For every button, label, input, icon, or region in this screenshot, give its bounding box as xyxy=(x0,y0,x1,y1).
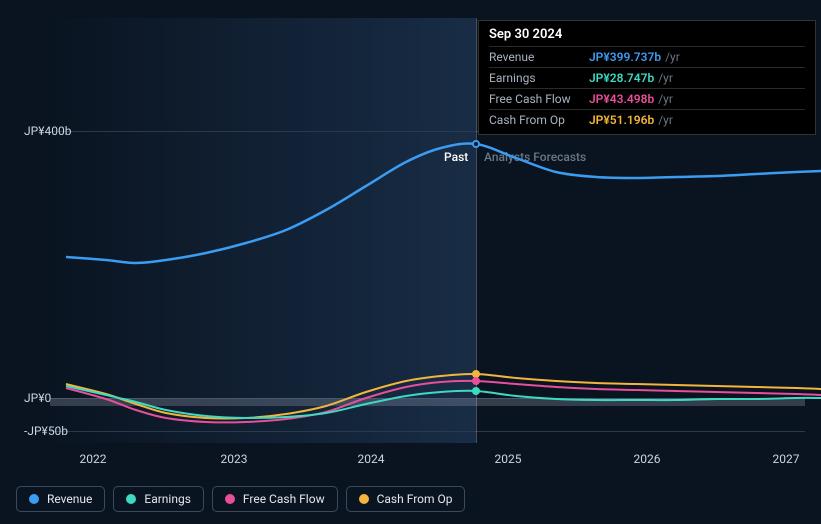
earnings-revenue-chart: JP¥400bJP¥0-JP¥50b 202220232024202520262… xyxy=(16,0,805,480)
legend-item-revenue[interactable]: Revenue xyxy=(16,486,105,512)
legend-swatch xyxy=(225,494,235,504)
tooltip-row: EarningsJP¥28.747b/yr xyxy=(489,67,805,88)
earnings-marker xyxy=(472,387,480,395)
tooltip-metric-value: JP¥43.498b xyxy=(589,92,654,106)
tooltip-metric-value: JP¥399.737b xyxy=(589,50,661,64)
tooltip-unit: /yr xyxy=(658,71,673,85)
legend-label: Free Cash Flow xyxy=(243,492,325,506)
tooltip-row: RevenueJP¥399.737b/yr xyxy=(489,46,805,67)
legend-swatch xyxy=(126,494,136,504)
legend-swatch xyxy=(29,494,39,504)
tooltip-unit: /yr xyxy=(658,92,673,106)
tooltip-metric-value: JP¥28.747b xyxy=(589,71,654,85)
revenue-marker xyxy=(472,140,480,148)
legend-item-fcf[interactable]: Free Cash Flow xyxy=(212,486,338,512)
tooltip-date: Sep 30 2024 xyxy=(489,27,805,46)
legend-label: Earnings xyxy=(144,492,191,506)
tooltip-metric-label: Earnings xyxy=(489,71,589,85)
fcf-marker xyxy=(472,377,480,385)
chart-legend: Revenue Earnings Free Cash Flow Cash From O… xyxy=(16,486,465,512)
tooltip-unit: /yr xyxy=(658,113,673,127)
tooltip-row: Cash From OpJP¥51.196b/yr xyxy=(489,109,805,130)
legend-item-earnings[interactable]: Earnings xyxy=(113,486,204,512)
tooltip-metric-label: Revenue xyxy=(489,50,589,64)
tooltip-metric-label: Cash From Op xyxy=(489,113,589,127)
legend-label: Cash From Op xyxy=(377,492,453,506)
legend-label: Revenue xyxy=(47,492,92,506)
tooltip-metric-value: JP¥51.196b xyxy=(589,113,654,127)
chart-tooltip: Sep 30 2024 RevenueJP¥399.737b/yrEarning… xyxy=(478,20,816,135)
tooltip-row: Free Cash FlowJP¥43.498b/yr xyxy=(489,88,805,109)
legend-swatch xyxy=(359,494,369,504)
revenue-line xyxy=(66,143,821,263)
legend-item-cfo[interactable]: Cash From Op xyxy=(346,486,466,512)
tooltip-metric-label: Free Cash Flow xyxy=(489,92,589,106)
tooltip-unit: /yr xyxy=(665,50,680,64)
